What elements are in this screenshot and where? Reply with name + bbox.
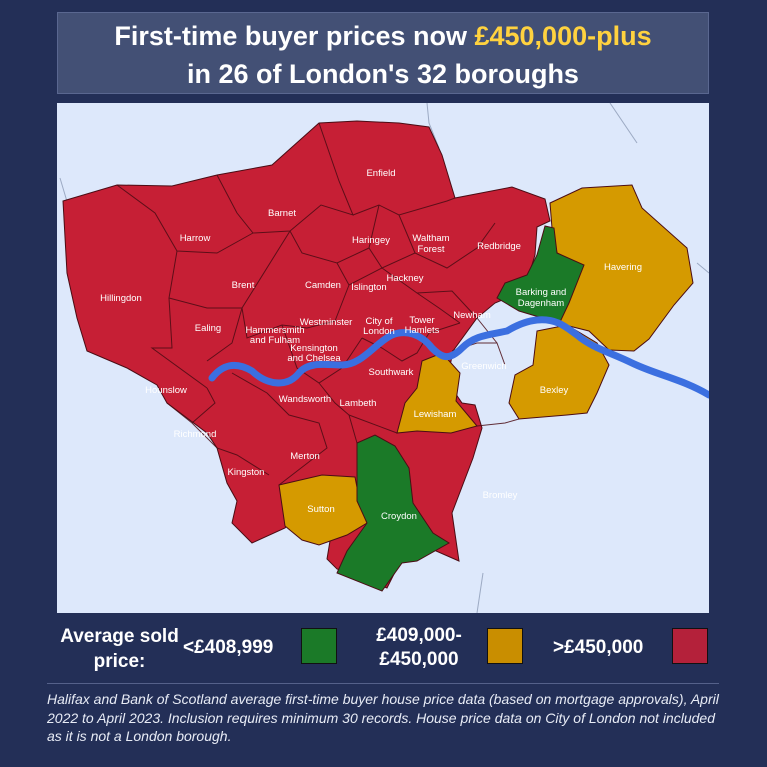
label-sutton: Sutton: [307, 504, 334, 515]
label-islington: Islington: [351, 282, 386, 293]
borough-sutton-shape: [278, 474, 368, 546]
label-bromley: Bromley: [483, 490, 518, 501]
legend-swatch-mid: [487, 628, 523, 664]
title-highlight: £450,000-plus: [474, 21, 652, 51]
label-kensington: Kensington and Chelsea: [287, 343, 341, 364]
title-line-2: in 26 of London's 32 boroughs: [187, 59, 579, 89]
label-hackney: Hackney: [387, 273, 424, 284]
legend-label-mid: £409,000-£450,000: [376, 625, 462, 670]
label-redbridge: Redbridge: [477, 241, 521, 252]
london-map: Enfield Barnet Harrow Haringey Waltham Fo…: [57, 103, 709, 613]
label-merton: Merton: [290, 451, 320, 462]
title-box: First-time buyer prices now £450,000-plu…: [57, 12, 709, 94]
label-hounslow: Hounslow: [145, 385, 187, 396]
borough-lewisham-shape: [396, 352, 478, 434]
label-kingston: Kingston: [228, 467, 265, 478]
label-wandsworth: Wandsworth: [279, 394, 331, 405]
label-city-of-london: City of London: [363, 316, 395, 337]
borough-croydon-shape: [336, 434, 450, 592]
label-barnet: Barnet: [268, 208, 296, 219]
label-newham: Newham: [453, 310, 491, 321]
legend-label-low: <£408,999: [183, 637, 274, 658]
label-barking: Barking and Dagenham: [516, 287, 567, 309]
label-harrow: Harrow: [180, 233, 211, 244]
label-lewisham: Lewisham: [414, 409, 457, 420]
label-haringey: Haringey: [352, 235, 390, 246]
divider: [47, 683, 719, 684]
river-thames: [208, 316, 709, 399]
label-tower-hamlets: Tower Hamlets: [405, 315, 440, 336]
label-westminster: Westminster: [300, 317, 353, 328]
legend-label-high: >£450,000: [553, 637, 644, 658]
label-croydon: Croydon: [381, 511, 417, 522]
legend-swatch-low: [301, 628, 337, 664]
footnote: Halifax and Bank of Scotland average fir…: [47, 691, 719, 744]
legend-swatch-high: [672, 628, 708, 664]
legend-title: Average sold price:: [60, 626, 179, 672]
label-hillingdon: Hillingdon: [100, 293, 142, 304]
label-bexley: Bexley: [540, 385, 569, 396]
title-text: First-time buyer prices now: [114, 21, 475, 51]
label-enfield: Enfield: [366, 168, 395, 179]
borough-mass: [62, 120, 551, 589]
borough-bexley-shape: [508, 324, 610, 420]
label-hammersmith: Hammersmith and Fulham: [245, 325, 304, 346]
label-richmond: Richmond: [174, 429, 217, 440]
label-brent: Brent: [232, 280, 255, 291]
label-camden: Camden: [305, 280, 341, 291]
label-southwark: Southwark: [369, 367, 414, 378]
label-waltham-forest: Waltham Forest: [412, 233, 449, 255]
label-havering: Havering: [604, 262, 642, 273]
label-greenwich: Greenwich: [461, 361, 506, 372]
label-lambeth: Lambeth: [340, 398, 377, 409]
title-line-1: First-time buyer prices now £450,000-plu…: [58, 17, 708, 55]
label-ealing: Ealing: [195, 323, 221, 334]
